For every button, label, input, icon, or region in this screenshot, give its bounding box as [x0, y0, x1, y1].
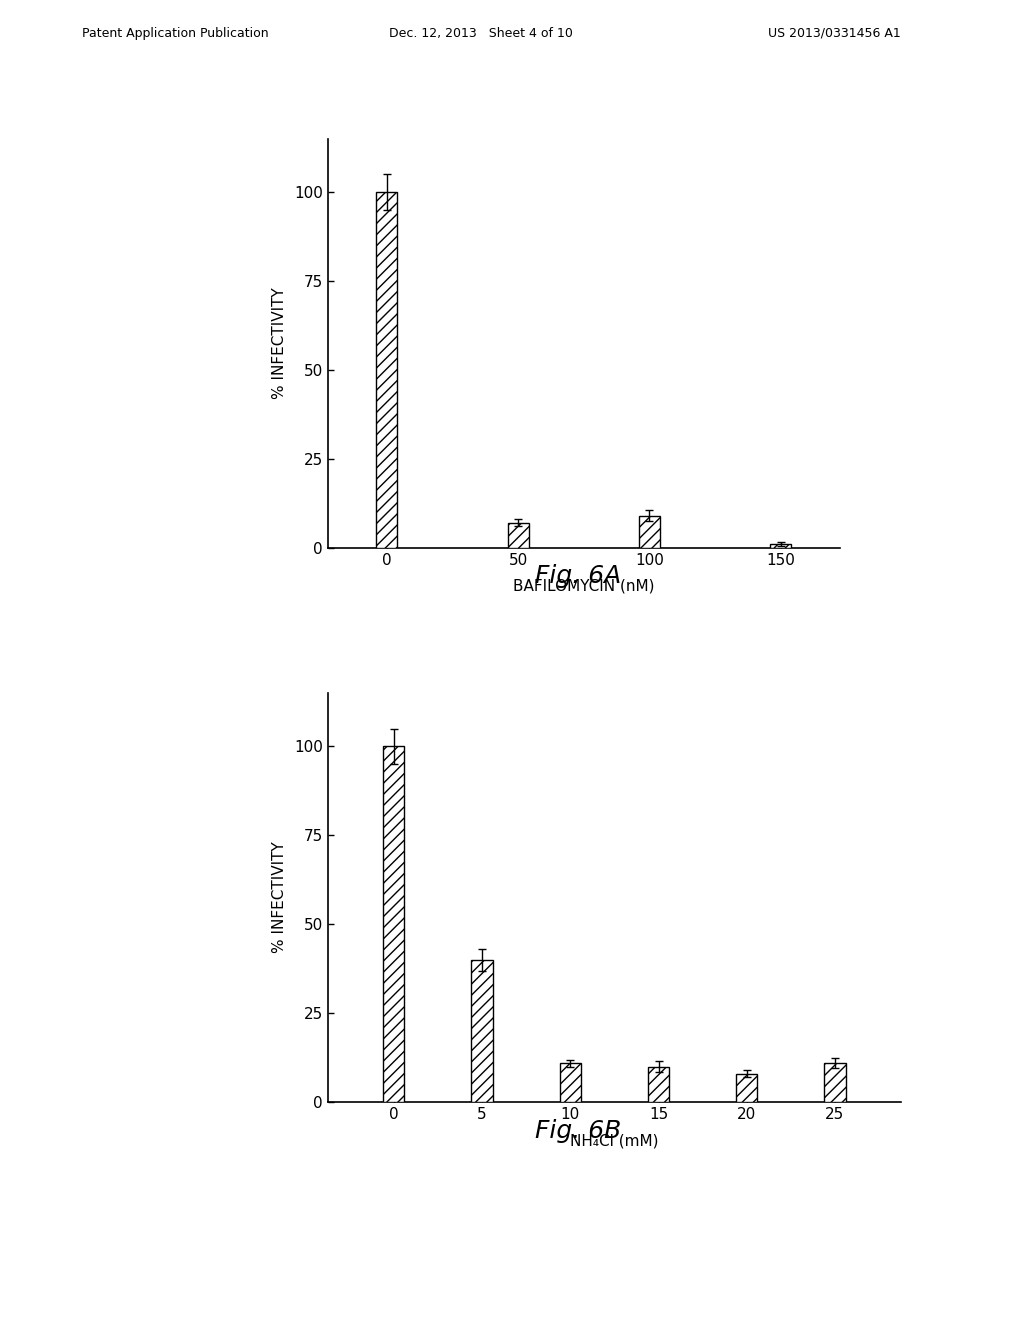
X-axis label: BAFILOMYCIN (nM): BAFILOMYCIN (nM): [513, 578, 654, 594]
Bar: [736, 1073, 758, 1102]
Bar: [639, 516, 659, 548]
Bar: [376, 191, 397, 548]
Bar: [648, 1067, 669, 1102]
Text: Patent Application Publication: Patent Application Publication: [82, 26, 268, 40]
Y-axis label: % INFECTIVITY: % INFECTIVITY: [272, 288, 287, 399]
Bar: [560, 1063, 581, 1102]
X-axis label: NH₄Cl (mM): NH₄Cl (mM): [570, 1133, 658, 1148]
Text: US 2013/0331456 A1: US 2013/0331456 A1: [768, 26, 901, 40]
Text: Dec. 12, 2013   Sheet 4 of 10: Dec. 12, 2013 Sheet 4 of 10: [389, 26, 573, 40]
Text: Fig. 6B: Fig. 6B: [536, 1119, 622, 1143]
Y-axis label: % INFECTIVITY: % INFECTIVITY: [272, 842, 287, 953]
Bar: [383, 746, 404, 1102]
Text: Fig. 6A: Fig. 6A: [536, 565, 622, 589]
Bar: [471, 960, 493, 1102]
Bar: [508, 523, 528, 548]
Bar: [770, 544, 792, 548]
Bar: [824, 1063, 846, 1102]
